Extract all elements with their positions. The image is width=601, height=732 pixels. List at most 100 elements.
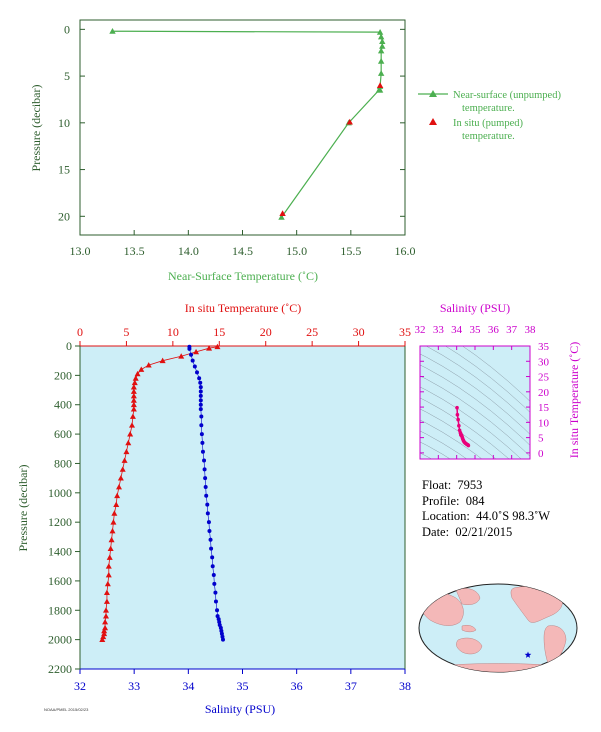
float-location-star: [524, 651, 532, 658]
float-value: 7953: [457, 478, 483, 492]
salinity-point: [192, 364, 197, 369]
temperature-tick-label: 35: [399, 325, 411, 339]
temperature-tick-label: 5: [123, 325, 129, 339]
temperature-point: [103, 607, 109, 613]
ts-x-tick-label: 36: [488, 324, 500, 336]
in-situ-point: [279, 210, 286, 217]
ts-y-tick-label: 10: [538, 417, 550, 429]
density-contour: [420, 408, 497, 459]
near-surface-point: [376, 28, 384, 35]
density-contour: [462, 346, 530, 402]
pressure-tick-label: 800: [54, 456, 72, 470]
near-surface-point: [377, 57, 385, 64]
temperature-point: [107, 545, 114, 552]
near-surface-point: [379, 38, 386, 45]
profile-value: 084: [465, 493, 485, 508]
density-contour: [420, 386, 522, 459]
ts-x-tick-label: 34: [451, 324, 463, 336]
temperature-point: [121, 457, 128, 463]
salinity-point: [200, 449, 205, 454]
salinity-point: [198, 402, 203, 407]
temperature-point: [106, 554, 113, 560]
salinity-point: [204, 493, 209, 498]
location-label: Location:: [422, 509, 470, 523]
temperature-point: [110, 519, 117, 525]
ts-temperature-axis-label: In situ Temperature (˚C): [567, 342, 581, 459]
temperature-point: [130, 392, 137, 399]
date-value: 02/21/2015: [455, 524, 513, 539]
in-situ-point: [376, 82, 384, 88]
salinity-point: [202, 467, 207, 472]
temperature-point: [99, 636, 106, 643]
temperature-point: [129, 413, 136, 419]
salinity-tick-label: 34: [182, 679, 194, 693]
temperature-tick-label: 30: [353, 325, 365, 339]
temperature-point: [111, 510, 118, 516]
salinity-point: [212, 581, 217, 586]
salinity-tick-label: 35: [237, 679, 249, 693]
ts-y-tick-label: 5: [538, 433, 544, 445]
temperature-point: [105, 563, 112, 569]
ts-point: [455, 412, 460, 417]
salinity-point: [205, 511, 210, 516]
salinity-point: [203, 476, 208, 481]
ts-y-tick-label: 35: [538, 341, 550, 353]
salinity-point: [195, 370, 199, 375]
near-surface-plot-frame: [79, 19, 406, 236]
temperature-point: [127, 431, 134, 437]
ts-diagram: 32 33 34 35 36 37 38 0 5 10 15 20 25 30 35 Salinity (…: [415, 301, 582, 460]
float-star-marker: [524, 651, 532, 658]
pressure-tick-label: 200: [54, 368, 72, 382]
temperature-point: [145, 362, 152, 368]
near-surface-x-tick-label: 13.5: [124, 244, 145, 258]
near-surface-y-tick-label: 15: [58, 163, 70, 177]
salinity-point: [199, 423, 204, 428]
salinity-tick-label: 36: [291, 679, 303, 693]
ts-y-tick-label: 20: [538, 387, 550, 399]
temperature-tick-label: 0: [77, 325, 83, 339]
salinity-point: [213, 590, 218, 595]
location-value: 44.0˚S 98.3˚W: [476, 509, 551, 523]
salinity-point: [206, 520, 211, 525]
in-situ-point: [346, 118, 353, 125]
temperature-point: [193, 348, 200, 355]
ts-point: [466, 443, 471, 448]
near-surface-x-tick-label: 15.0: [286, 244, 307, 258]
temperature-point: [104, 580, 111, 587]
temperature-point: [119, 466, 126, 472]
salinity-point: [202, 458, 207, 463]
temperature-point: [101, 627, 108, 634]
temperature-point: [113, 501, 120, 507]
temperature-point: [103, 589, 110, 596]
footer-credit: NOAA/PMEL 2015/02/23: [44, 707, 89, 712]
temperature-point: [131, 379, 138, 386]
date-row: Date: 02/21/2015: [422, 525, 550, 541]
profile-row: Profile: 084: [422, 494, 550, 510]
near-surface-y-tick-label: 5: [64, 69, 70, 83]
float-label: Float:: [422, 478, 452, 492]
salinity-tick-label: 32: [74, 679, 86, 693]
ts-x-tick-label: 32: [415, 324, 426, 336]
temperature-point: [103, 613, 109, 619]
temperature-point: [134, 370, 141, 377]
legend-label-in-situ: In situ (pumped) temperature.: [453, 118, 526, 142]
temperature-point: [159, 357, 166, 364]
ts-x-tick-label: 37: [506, 324, 518, 336]
ts-y-tick-label: 25: [538, 372, 550, 384]
pressure-tick-label: 0: [66, 339, 72, 353]
temperature-point: [130, 384, 137, 390]
temperature-point: [130, 397, 137, 403]
pressure-tick-label: 1400: [48, 545, 72, 559]
salinity-point: [208, 537, 213, 542]
ts-plot-background: [420, 346, 530, 459]
salinity-point: [210, 564, 215, 569]
ts-y-tick-label: 15: [538, 402, 550, 414]
temperature-point: [102, 619, 109, 625]
near-surface-x-tick-label: 16.0: [395, 244, 416, 258]
salinity-point: [215, 608, 220, 613]
salinity-point: [199, 414, 204, 419]
pressure-tick-label: 2200: [48, 662, 72, 676]
ts-point: [455, 405, 459, 410]
density-contour: [420, 375, 530, 457]
